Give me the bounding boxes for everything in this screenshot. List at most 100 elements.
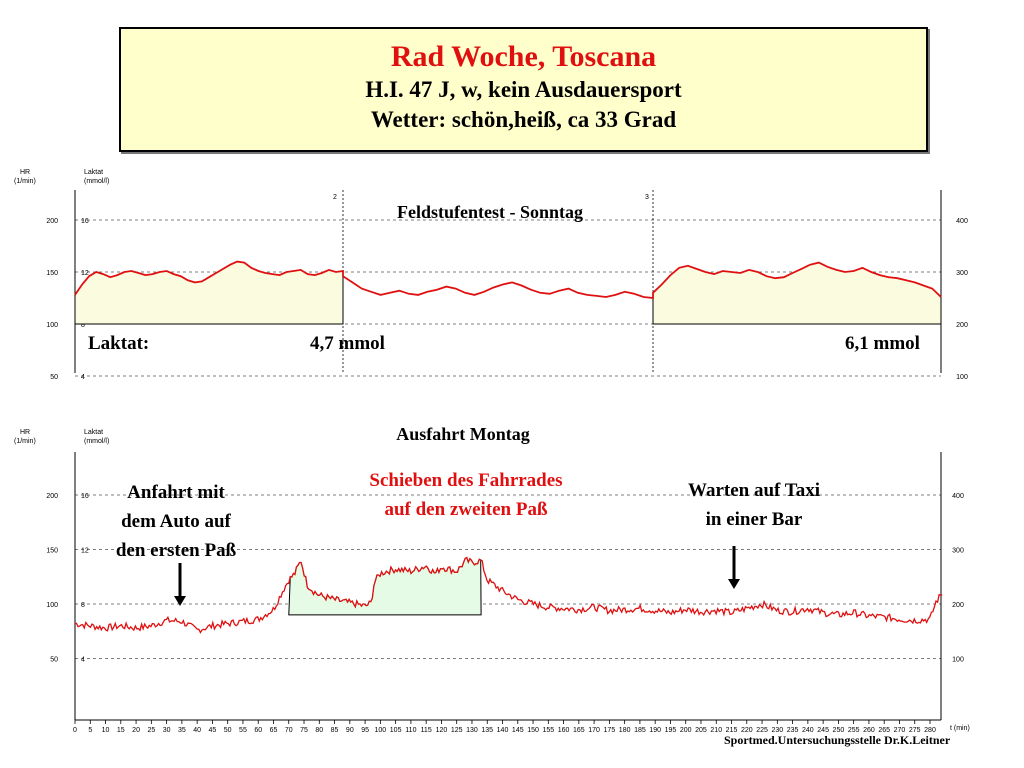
x-axis-label: t (min): [950, 725, 970, 732]
x-tick-label: 45: [209, 727, 217, 734]
annotation-schieben: auf den zweiten Paß: [384, 499, 548, 520]
slide-subtitle-weather: Wetter: schön,heiß, ca 33 Grad: [370, 107, 677, 132]
x-tick-label: 110: [405, 727, 416, 734]
x-tick-label: 75: [300, 727, 308, 734]
lactate-tick-label: 12: [81, 270, 89, 277]
x-tick-label: 35: [178, 727, 186, 734]
annotation-schieben: Schieben des Fahrrades: [369, 470, 562, 491]
arrow-warten-head: [728, 579, 740, 589]
x-tick-label: 210: [710, 727, 722, 734]
x-tick-label: 235: [787, 727, 799, 734]
hr-series-line: [74, 556, 943, 634]
x-tick-label: 225: [756, 727, 768, 734]
x-tick-label: 135: [481, 727, 493, 734]
hr-series-line: [74, 260, 942, 300]
x-tick-label: 10: [102, 727, 110, 734]
lactate-axis-unit: (mmol/l): [84, 178, 109, 185]
x-tick-label: 125: [451, 727, 463, 734]
lactate-tick-label: 8: [81, 602, 85, 609]
hr-tick-label: 100: [46, 322, 58, 329]
x-tick-label: 70: [285, 727, 293, 734]
hr-axis-unit: (1/min): [14, 438, 36, 445]
x-tick-label: 30: [163, 727, 171, 734]
x-tick-label: 190: [649, 727, 661, 734]
lactate-tick-label: 16: [81, 493, 89, 500]
annotation-warten: in einer Bar: [706, 509, 803, 530]
x-tick-label: 220: [741, 727, 753, 734]
x-tick-label: 170: [588, 727, 600, 734]
lactate-axis-label: Laktat: [84, 429, 103, 436]
x-tick-label: 65: [270, 727, 278, 734]
x-tick-label: 250: [833, 727, 845, 734]
x-tick-label: 15: [117, 727, 125, 734]
x-tick-label: 25: [147, 727, 155, 734]
x-tick-label: 155: [542, 727, 554, 734]
slide-subtitle-subject: H.I. 47 J, w, kein Ausdauersport: [365, 77, 682, 102]
slide-title: Rad Woche, Toscana: [390, 40, 657, 73]
x-tick-label: 105: [390, 727, 402, 734]
hr-tick-label: 50: [50, 657, 58, 664]
right-tick-label: 300: [952, 548, 964, 555]
lactate-tick-label: 12: [81, 548, 89, 555]
hr-axis-unit: (1/min): [14, 178, 36, 185]
laktat-label: Laktat:: [88, 333, 149, 354]
x-tick-label: 165: [573, 727, 585, 734]
x-tick-label: 55: [239, 727, 247, 734]
annotation-anfahrt: dem Auto auf: [121, 511, 231, 532]
chart2-title: Ausfahrt Montag: [396, 424, 530, 444]
title-box: Rad Woche, Toscana H.I. 47 J, w, kein Au…: [119, 27, 928, 152]
hr-axis-label: HR: [20, 169, 30, 176]
lactate-axis-unit: (mmol/l): [84, 438, 109, 445]
x-tick-label: 260: [863, 727, 875, 734]
hr-tick-label: 200: [46, 218, 58, 225]
x-tick-label: 185: [634, 727, 646, 734]
x-tick-label: 90: [346, 727, 354, 734]
x-tick-label: 280: [924, 727, 936, 734]
x-tick-label: 60: [254, 727, 262, 734]
right-tick-label: 200: [956, 322, 968, 329]
right-tick-label: 100: [952, 657, 964, 664]
x-tick-label: 100: [375, 727, 387, 734]
right-tick-label: 100: [956, 374, 968, 381]
x-tick-label: 245: [817, 727, 829, 734]
lactate-tick-label: 4: [81, 657, 85, 664]
x-tick-label: 205: [695, 727, 707, 734]
x-tick-label: 0: [73, 727, 77, 734]
x-tick-label: 180: [619, 727, 631, 734]
arrow-anfahrt-head: [174, 596, 186, 606]
x-tick-label: 215: [726, 727, 738, 734]
footer-credit: Sportmed.Untersuchungsstelle Dr.K.Leitne…: [724, 733, 951, 747]
lactate-tick-label: 4: [81, 374, 85, 381]
x-tick-label: 160: [558, 727, 570, 734]
x-tick-label: 275: [909, 727, 921, 734]
x-tick-label: 80: [315, 727, 323, 734]
x-tick-label: 130: [466, 727, 478, 734]
x-tick-label: 230: [771, 727, 783, 734]
x-tick-label: 195: [665, 727, 677, 734]
top-marker-2: 2: [333, 194, 337, 201]
x-tick-label: 175: [604, 727, 616, 734]
x-tick-label: 140: [497, 727, 509, 734]
right-tick-label: 300: [956, 270, 968, 277]
shaded-push-interval: [288, 556, 482, 616]
x-tick-label: 265: [878, 727, 890, 734]
lactate-tick-label: 16: [81, 218, 89, 225]
annotation-anfahrt: den ersten Paß: [116, 540, 237, 561]
x-tick-label: 200: [680, 727, 692, 734]
laktat-value-2: 6,1 mmol: [845, 333, 920, 354]
hr-tick-label: 150: [46, 548, 58, 555]
right-tick-label: 400: [956, 218, 968, 225]
top-marker-3: 3: [645, 194, 649, 201]
x-tick-label: 115: [421, 727, 432, 734]
annotation-anfahrt: Anfahrt mit: [127, 482, 225, 503]
x-tick-label: 255: [848, 727, 860, 734]
hr-tick-label: 150: [46, 270, 58, 277]
lactate-axis-label: Laktat: [84, 169, 103, 176]
laktat-value-1: 4,7 mmol: [310, 333, 385, 354]
x-tick-label: 270: [894, 727, 906, 734]
x-tick-label: 95: [361, 727, 369, 734]
hr-tick-label: 50: [50, 374, 58, 381]
hr-tick-label: 100: [46, 602, 58, 609]
hr-axis-label: HR: [20, 429, 30, 436]
